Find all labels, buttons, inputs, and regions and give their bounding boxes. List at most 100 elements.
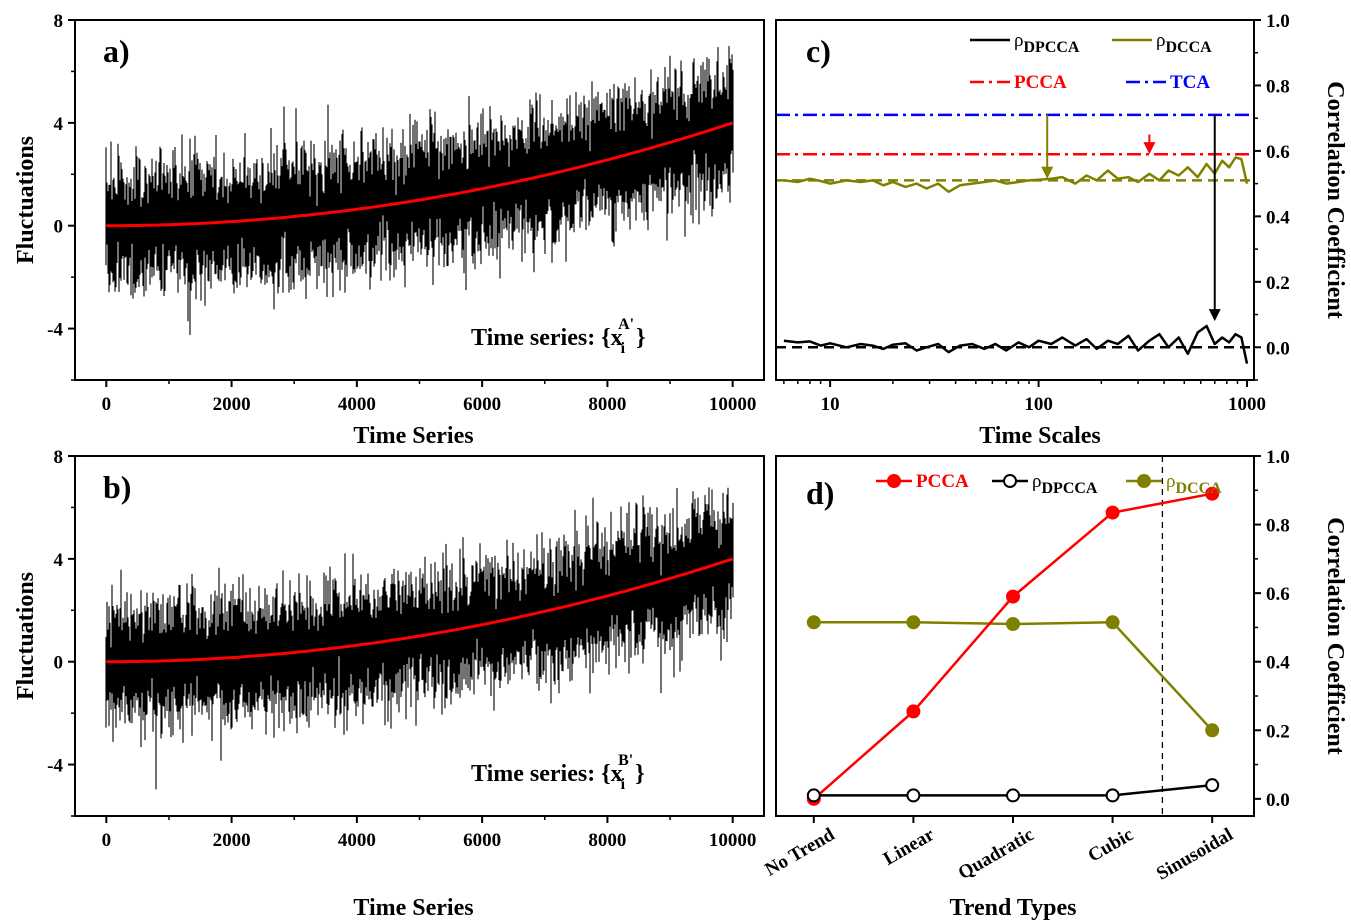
y-tick-label: 0.0 <box>1266 338 1290 359</box>
y-tick-label: 0.0 <box>1266 790 1290 811</box>
x-tick-label: 2000 <box>213 394 251 415</box>
legend-symbol: ρ <box>1166 471 1175 492</box>
plot-frame <box>775 455 1255 817</box>
y-axis-title: Fluctuations <box>13 572 39 700</box>
y-tick-label: 0.6 <box>1266 584 1290 605</box>
legend-label: ρDCCA <box>1166 471 1222 497</box>
annotation-sup: B' <box>618 752 633 769</box>
y-tick-label: 1.0 <box>1266 11 1290 32</box>
x-tick-label: Cubic <box>1085 824 1138 866</box>
y-tick-label: 0.4 <box>1266 653 1290 674</box>
data-point <box>1006 788 1020 803</box>
legend-label: TCA <box>1170 72 1210 93</box>
panel-b: 0 2000 4000 6000 8000 10000 -4 0 4 8 Time Series Fl… <box>13 447 765 921</box>
series-annotation: Time series: {xi B'} <box>471 752 645 793</box>
x-tick-label: 4000 <box>338 394 376 415</box>
legend-label: ρDPCCA <box>1014 30 1080 56</box>
panel-d: No Trend Linear Quadratic Cubic Sinusoidal 0.… <box>761 447 1348 921</box>
legend-label: PCCA <box>916 471 969 492</box>
trend-line <box>106 557 734 664</box>
x-tick-label: 6000 <box>463 394 501 415</box>
x-axis-title: Time Series <box>353 423 473 449</box>
legend-symbol: ρ <box>1032 471 1041 492</box>
x-axis-title: Time Scales <box>979 423 1101 449</box>
x-tick-label: 10000 <box>709 394 757 415</box>
legend-symbol: ρ <box>1014 30 1023 51</box>
data-point <box>806 615 821 630</box>
series-line-1 <box>783 156 1249 194</box>
x-tick-label: 4000 <box>338 830 376 851</box>
y-tick-label: 0.2 <box>1266 273 1290 294</box>
panel-label: a) <box>103 33 130 69</box>
legend-sub: DCCA <box>1165 39 1212 56</box>
x-tick-label: 10 <box>821 394 840 415</box>
data-point <box>1006 589 1020 604</box>
data-point <box>906 704 921 719</box>
data-point <box>806 788 821 803</box>
x-axis-title: Time Series <box>353 895 473 921</box>
y-tick-label: 0 <box>54 653 64 674</box>
y-tick-label: 8 <box>54 11 64 32</box>
arrow-head <box>1041 166 1054 179</box>
legend-marker <box>1003 474 1017 488</box>
x-tick-label: 8000 <box>588 394 626 415</box>
series-line-0 <box>783 324 1249 364</box>
panel-label: d) <box>806 475 834 511</box>
annotation-sub: i <box>621 776 626 793</box>
y-tick-label: 8 <box>54 447 64 468</box>
y-tick-label: -4 <box>47 756 63 777</box>
y-axis-title: Correlation Coefficient <box>1322 81 1348 318</box>
legend-marker <box>887 474 901 488</box>
noisy-signal-line <box>105 46 734 335</box>
series-line-2 <box>813 621 1214 732</box>
x-tick-label: Quadratic <box>955 824 1038 884</box>
x-tick-label: 6000 <box>463 830 501 851</box>
data-point <box>906 615 921 630</box>
legend-label: ρDCCA <box>1156 30 1212 56</box>
x-tick-label: 100 <box>1024 394 1053 415</box>
panel-c: 10 100 1000 0.0 0.2 0.4 0.6 0.8 1.0 Time Scales Co… <box>775 11 1348 449</box>
data-point <box>1105 788 1120 803</box>
arrow-head <box>1143 142 1156 155</box>
legend-symbol: ρ <box>1156 30 1165 51</box>
legend-sub: DPCCA <box>1023 39 1079 56</box>
series-annotation: Time series: {xi A'} <box>471 316 646 357</box>
annotation-text: Time series: {x <box>471 761 623 787</box>
x-tick-label: Sinusoidal <box>1153 824 1237 884</box>
data-point <box>1105 505 1120 520</box>
x-axis-title: Trend Types <box>950 895 1077 921</box>
y-tick-label: 4 <box>54 114 64 135</box>
data-point <box>1105 615 1120 630</box>
legend-marker <box>1137 474 1151 488</box>
x-tick-label: 10000 <box>709 830 757 851</box>
x-tick-label: 2000 <box>213 830 251 851</box>
series-line-0 <box>812 492 1213 800</box>
y-tick-label: 1.0 <box>1266 447 1290 468</box>
y-axis-title: Fluctuations <box>13 136 39 264</box>
panel-a: 0 2000 4000 6000 8000 10000 -4 0 4 8 Time Series Fl… <box>13 11 765 449</box>
annotation-text: Time series: {x <box>471 325 623 351</box>
y-tick-label: 0 <box>54 217 64 238</box>
noisy-signal-line <box>105 487 734 790</box>
data-point <box>1205 778 1220 793</box>
x-tick-label: 8000 <box>588 830 626 851</box>
y-tick-label: 0.8 <box>1266 516 1290 537</box>
x-tick-label: Linear <box>880 824 939 870</box>
arrow-head <box>1208 309 1221 322</box>
data-point <box>906 788 921 803</box>
trend-line <box>106 121 734 228</box>
legend-label: ρDPCCA <box>1032 471 1098 497</box>
y-tick-label: 4 <box>54 550 64 571</box>
data-point <box>1205 723 1220 738</box>
x-tick-label: 0 <box>102 830 112 851</box>
legend-sub: DCCA <box>1175 480 1222 497</box>
plot-frame <box>775 19 1255 381</box>
annotation-sup: A' <box>618 316 634 333</box>
annotation-close: } <box>635 761 644 787</box>
x-tick-label: No Trend <box>761 824 838 881</box>
y-tick-label: -4 <box>47 320 63 341</box>
annotation-sub: i <box>621 340 626 357</box>
legend-sub: DPCCA <box>1041 480 1097 497</box>
panel-label: b) <box>103 469 131 505</box>
y-tick-label: 0.8 <box>1266 76 1290 97</box>
